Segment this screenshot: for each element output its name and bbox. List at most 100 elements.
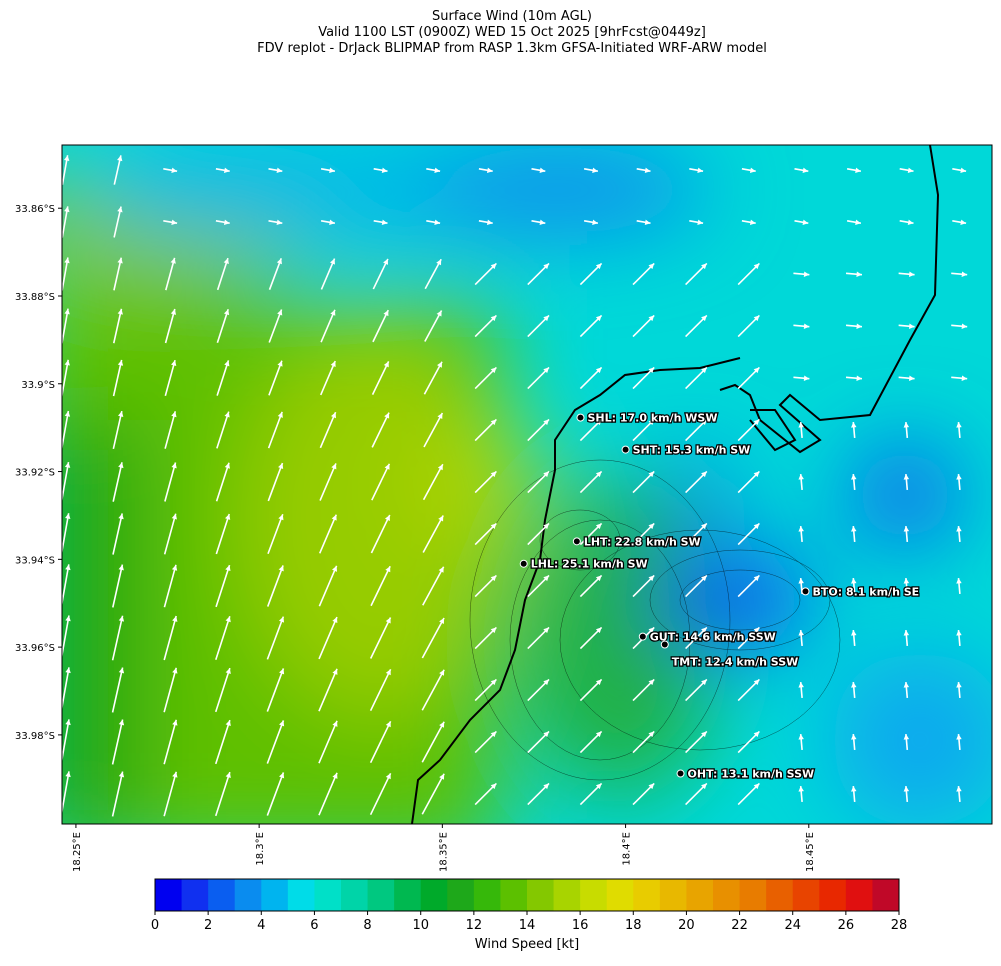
wind-arrow-head: [224, 462, 230, 469]
wind-arrow-head: [543, 419, 550, 426]
wind-arrow-head: [753, 523, 760, 530]
wind-arrow-head: [439, 773, 445, 780]
colorbar-tick-label: 10: [412, 918, 429, 933]
y-tick-label: 33.96°S: [15, 643, 55, 654]
colorbar-tick-label: 0: [151, 918, 159, 933]
wind-arrow-head: [224, 360, 230, 367]
wind-arrow: [423, 412, 444, 448]
wind-arrow-head: [961, 375, 968, 381]
colorbar-tick-label: 18: [625, 918, 642, 933]
wind-arrow-head: [701, 315, 707, 322]
station-label: SHL: 17.0 km/h WSW: [587, 412, 717, 425]
wind-arrow-head: [956, 734, 962, 740]
wind-arrow-head: [701, 731, 707, 738]
wind-arrow: [164, 462, 177, 502]
wind-arrow: [214, 667, 231, 713]
wind-arrow-head: [118, 615, 125, 622]
wind-arrow: [215, 513, 231, 555]
wind-arrow-head: [701, 679, 707, 686]
y-tick-label: 33.9°S: [21, 380, 55, 391]
wind-arrow: [216, 411, 230, 449]
wind-arrow-head: [701, 523, 707, 530]
y-tick-label: 33.92°S: [15, 468, 55, 479]
wind-arrow-head: [438, 515, 444, 522]
colorbar-tick-label: 14: [519, 918, 536, 933]
station-marker: [638, 632, 647, 641]
wind-arrow-head: [436, 259, 442, 266]
wind-arrow-head: [224, 411, 230, 418]
wind-arrow-head: [385, 773, 391, 780]
wind-arrow: [371, 361, 390, 395]
wind-arrow-head: [802, 167, 809, 173]
wind-arrow: [111, 719, 124, 765]
colorbar-segment: [367, 879, 395, 911]
wind-arrow-head: [117, 257, 123, 264]
station-marker: [576, 413, 585, 422]
station-label: GUT: 14.6 km/h SSW: [650, 631, 776, 644]
colorbar-segment: [287, 879, 315, 911]
wind-arrow: [216, 257, 229, 291]
station-marker: [801, 587, 810, 596]
wind-arrow-head: [385, 669, 391, 676]
station-label: SHT: 15.3 km/h SW: [633, 444, 751, 457]
wind-arrow-head: [383, 258, 389, 265]
colorbar-segment: [420, 879, 448, 911]
wind-arrow-head: [701, 419, 707, 426]
wind-arrow-head: [648, 575, 655, 582]
wind-arrow-head: [118, 411, 124, 417]
wind-arrow-head: [64, 462, 71, 468]
wind-arrow-head: [277, 309, 283, 316]
wind-arrow-head: [225, 668, 231, 675]
wind-arrow-head: [118, 462, 124, 469]
wind-arrow-head: [753, 783, 760, 790]
wind-arrow-head: [490, 627, 497, 634]
wind-arrow-head: [437, 361, 442, 368]
colorbar-segment: [819, 879, 847, 911]
wind-arrow-head: [64, 308, 70, 315]
wind-arrow-head: [490, 679, 497, 686]
wind-arrow-head: [903, 474, 910, 480]
wind-arrow: [111, 771, 124, 817]
wind-arrow-head: [648, 367, 655, 374]
wind-arrow-head: [171, 513, 177, 520]
wind-arrow: [215, 564, 231, 608]
wind-arrow-head: [909, 323, 915, 329]
wind-arrow-head: [595, 679, 602, 686]
wind-arrow-head: [701, 367, 707, 374]
wind-arrow-head: [753, 419, 760, 426]
wind-arrow-head: [592, 219, 598, 225]
wind-arrow-head: [384, 463, 390, 470]
wind-arrow-head: [648, 523, 655, 530]
coastline: [411, 145, 940, 824]
colorbar-tick-label: 24: [784, 918, 801, 933]
wind-arrow: [320, 360, 336, 396]
wind-arrow: [268, 360, 283, 396]
wind-arrow: [318, 514, 338, 554]
wind-arrow-head: [798, 526, 804, 532]
wind-arrow-head: [851, 734, 857, 740]
colorbar-segment: [845, 879, 873, 911]
colorbar-segment: [580, 879, 608, 911]
wind-arrow: [215, 462, 230, 502]
wind-arrow: [112, 410, 123, 450]
wind-arrow: [165, 257, 176, 291]
colorbar-segment: [713, 879, 741, 911]
wind-arrow: [319, 411, 337, 449]
wind-arrow: [163, 564, 177, 608]
wind-arrow-head: [65, 615, 71, 622]
wind-arrow-head: [381, 219, 388, 225]
wind-arrow-head: [172, 667, 178, 674]
wind-arrow: [421, 617, 445, 659]
wind-arrow-head: [903, 786, 910, 792]
colorbar-segment: [633, 879, 661, 911]
wind-arrow-head: [543, 627, 550, 634]
wind-arrow-head: [701, 263, 707, 270]
x-tick-label: 18.4°E: [622, 832, 633, 866]
wind-arrow-head: [64, 257, 70, 264]
wind-arrow-head: [543, 523, 550, 530]
wind-arrow-head: [329, 167, 335, 173]
wind-arrow-head: [648, 731, 655, 738]
y-tick-label: 33.98°S: [15, 731, 55, 742]
wind-arrow-head: [798, 422, 804, 428]
colorbar-segment: [234, 879, 262, 911]
